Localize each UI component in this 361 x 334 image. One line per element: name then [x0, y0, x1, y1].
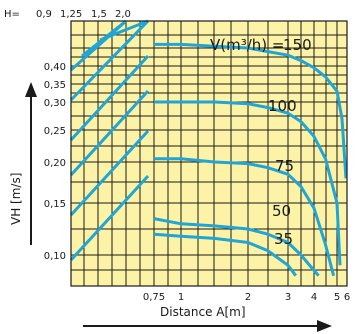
curve-labels: 150 100 75 50 35 — [268, 36, 312, 248]
h-label-0-9: 0,9 — [36, 9, 52, 20]
h-line-4 — [69, 19, 150, 102]
y-tick-label: 0,20 — [44, 158, 66, 169]
h-lines — [69, 19, 150, 262]
h-line-2 — [69, 89, 150, 177]
curve-v-35 — [153, 232, 297, 277]
y-axis-title: VH [m/s] — [9, 173, 23, 225]
x-tick-labels: 0,75 1 2 3 4 5 6 — [143, 292, 350, 303]
x-tick-label: 4 — [311, 292, 317, 303]
x-axis-title: Distance A[m] — [160, 305, 246, 319]
h-line-0 — [69, 174, 150, 262]
h-label-1-5: 1,5 — [91, 9, 107, 20]
curve-v-150 — [154, 42, 348, 179]
y-tick-label: 0,15 — [44, 199, 66, 210]
curve-label-100: 100 — [268, 97, 297, 115]
h-line-1 — [69, 129, 150, 217]
h-line-3 — [69, 54, 150, 142]
y-tick-label: 0,35 — [44, 80, 66, 91]
curve-label-50: 50 — [272, 202, 291, 220]
series-lines — [153, 42, 348, 277]
curve-v-100 — [154, 100, 342, 266]
h-label-2-0: 2,0 — [115, 9, 131, 20]
y-tick-label: 0,30 — [44, 98, 66, 109]
y-tick-label: 0,40 — [44, 62, 66, 73]
y-tick-label: 0,10 — [44, 251, 66, 262]
x-tick-label: 0,75 — [143, 292, 165, 303]
curve-label-75: 75 — [275, 157, 294, 175]
curve-v-50 — [153, 217, 320, 277]
plot-border — [70, 20, 348, 287]
x-tick-label: 3 — [285, 292, 291, 303]
x-axis-arrowhead — [317, 320, 332, 332]
y-axis-arrowhead — [25, 82, 37, 97]
curve-label-35: 35 — [274, 230, 293, 248]
x-tick-label: 5 — [334, 292, 340, 303]
h-line-7 — [99, 19, 149, 42]
x-tick-label: 1 — [178, 292, 184, 303]
h-label-1-25: 1,25 — [60, 9, 82, 20]
x-tick-label: 2 — [245, 292, 251, 303]
v-legend-label: V(m³/h) = — [210, 36, 285, 54]
curve-v-75 — [154, 157, 336, 277]
curve-label-150: 150 — [283, 36, 312, 54]
y-tick-label: 0,25 — [44, 126, 66, 137]
y-tick-labels: 0,10 0,15 0,20 0,25 0,30 0,35 0,40 — [44, 62, 66, 262]
h-prefix-label: H= — [4, 9, 20, 20]
x-tick-label: 6 — [344, 292, 350, 303]
